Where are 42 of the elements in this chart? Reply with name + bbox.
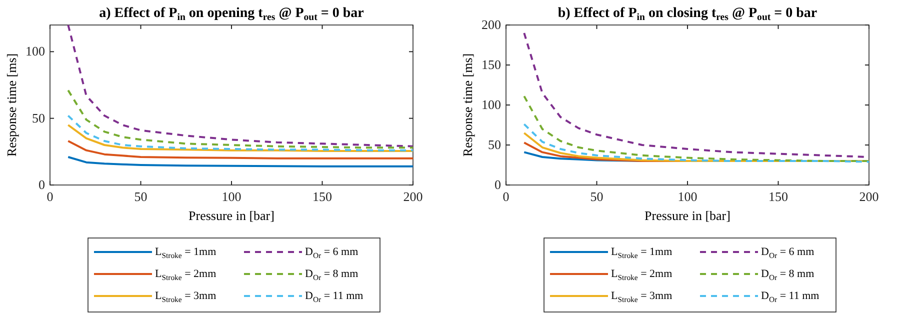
legend-label: D$_{Or}$ = 6 mm: [305, 246, 359, 260]
y-tick-label: 0: [38, 177, 45, 192]
line-series: [67, 114, 414, 152]
line-series: [67, 156, 414, 168]
y-axis-title: Response time [ms]: [460, 53, 475, 157]
x-tick-label: 50: [134, 189, 148, 204]
legend-label: D$_{Or}$ = 6 mm: [761, 246, 815, 260]
y-tick-label: 50: [32, 110, 45, 126]
x-tick-label: 100: [678, 189, 698, 204]
x-tick-label: 150: [312, 189, 332, 204]
x-tick-label: 200: [859, 189, 879, 204]
legend-label: D$_{Or}$ = 8 mm: [305, 268, 359, 282]
line-series: [67, 24, 414, 148]
y-tick-label: 100: [26, 44, 45, 59]
legend-label: L$_{Stroke}$ = 1mm: [155, 246, 217, 260]
y-tick-label: 200: [482, 17, 501, 32]
chart-title: b) Effect of P$_{in}$ on closing t$_{res}$ @ P$_{out}$ = 0 bar: [558, 6, 818, 24]
x-tick-label: 50: [590, 189, 604, 204]
chart-title: a) Effect of P$_{in}$ on opening t$_{res}$ @ P$_{out}$ = 0 bar: [99, 6, 364, 24]
legend-label: D$_{Or}$ = 11 mm: [305, 290, 364, 304]
line-series: [523, 95, 870, 162]
y-tick-label: 150: [482, 57, 501, 72]
line-series: [67, 89, 414, 149]
x-tick-label: 100: [222, 189, 242, 204]
legend-label: D$_{Or}$ = 11 mm: [761, 290, 820, 304]
x-tick-label: 200: [403, 189, 423, 204]
y-tick-label: 100: [482, 97, 501, 112]
legend-label: L$_{Stroke}$ = 2mm: [611, 268, 673, 282]
legend-label: L$_{Stroke}$ = 3mm: [155, 290, 217, 304]
line-series: [523, 123, 870, 163]
y-tick-label: 50: [488, 137, 501, 152]
legend-label: L$_{Stroke}$ = 3mm: [611, 290, 673, 304]
x-tick-label: 150: [768, 189, 788, 204]
line-series: [67, 124, 414, 152]
line-series: [67, 140, 414, 160]
x-axis-title: Pressure in [bar]: [188, 208, 274, 223]
legend-label: L$_{Stroke}$ = 1mm: [611, 246, 673, 260]
legend-label: L$_{Stroke}$ = 2mm: [155, 268, 217, 282]
y-axis-title: Response time [ms]: [4, 53, 19, 157]
legend-label: D$_{Or}$ = 8 mm: [761, 268, 815, 282]
y-tick-label: 0: [494, 177, 501, 192]
x-axis-title: Pressure in [bar]: [644, 208, 730, 223]
